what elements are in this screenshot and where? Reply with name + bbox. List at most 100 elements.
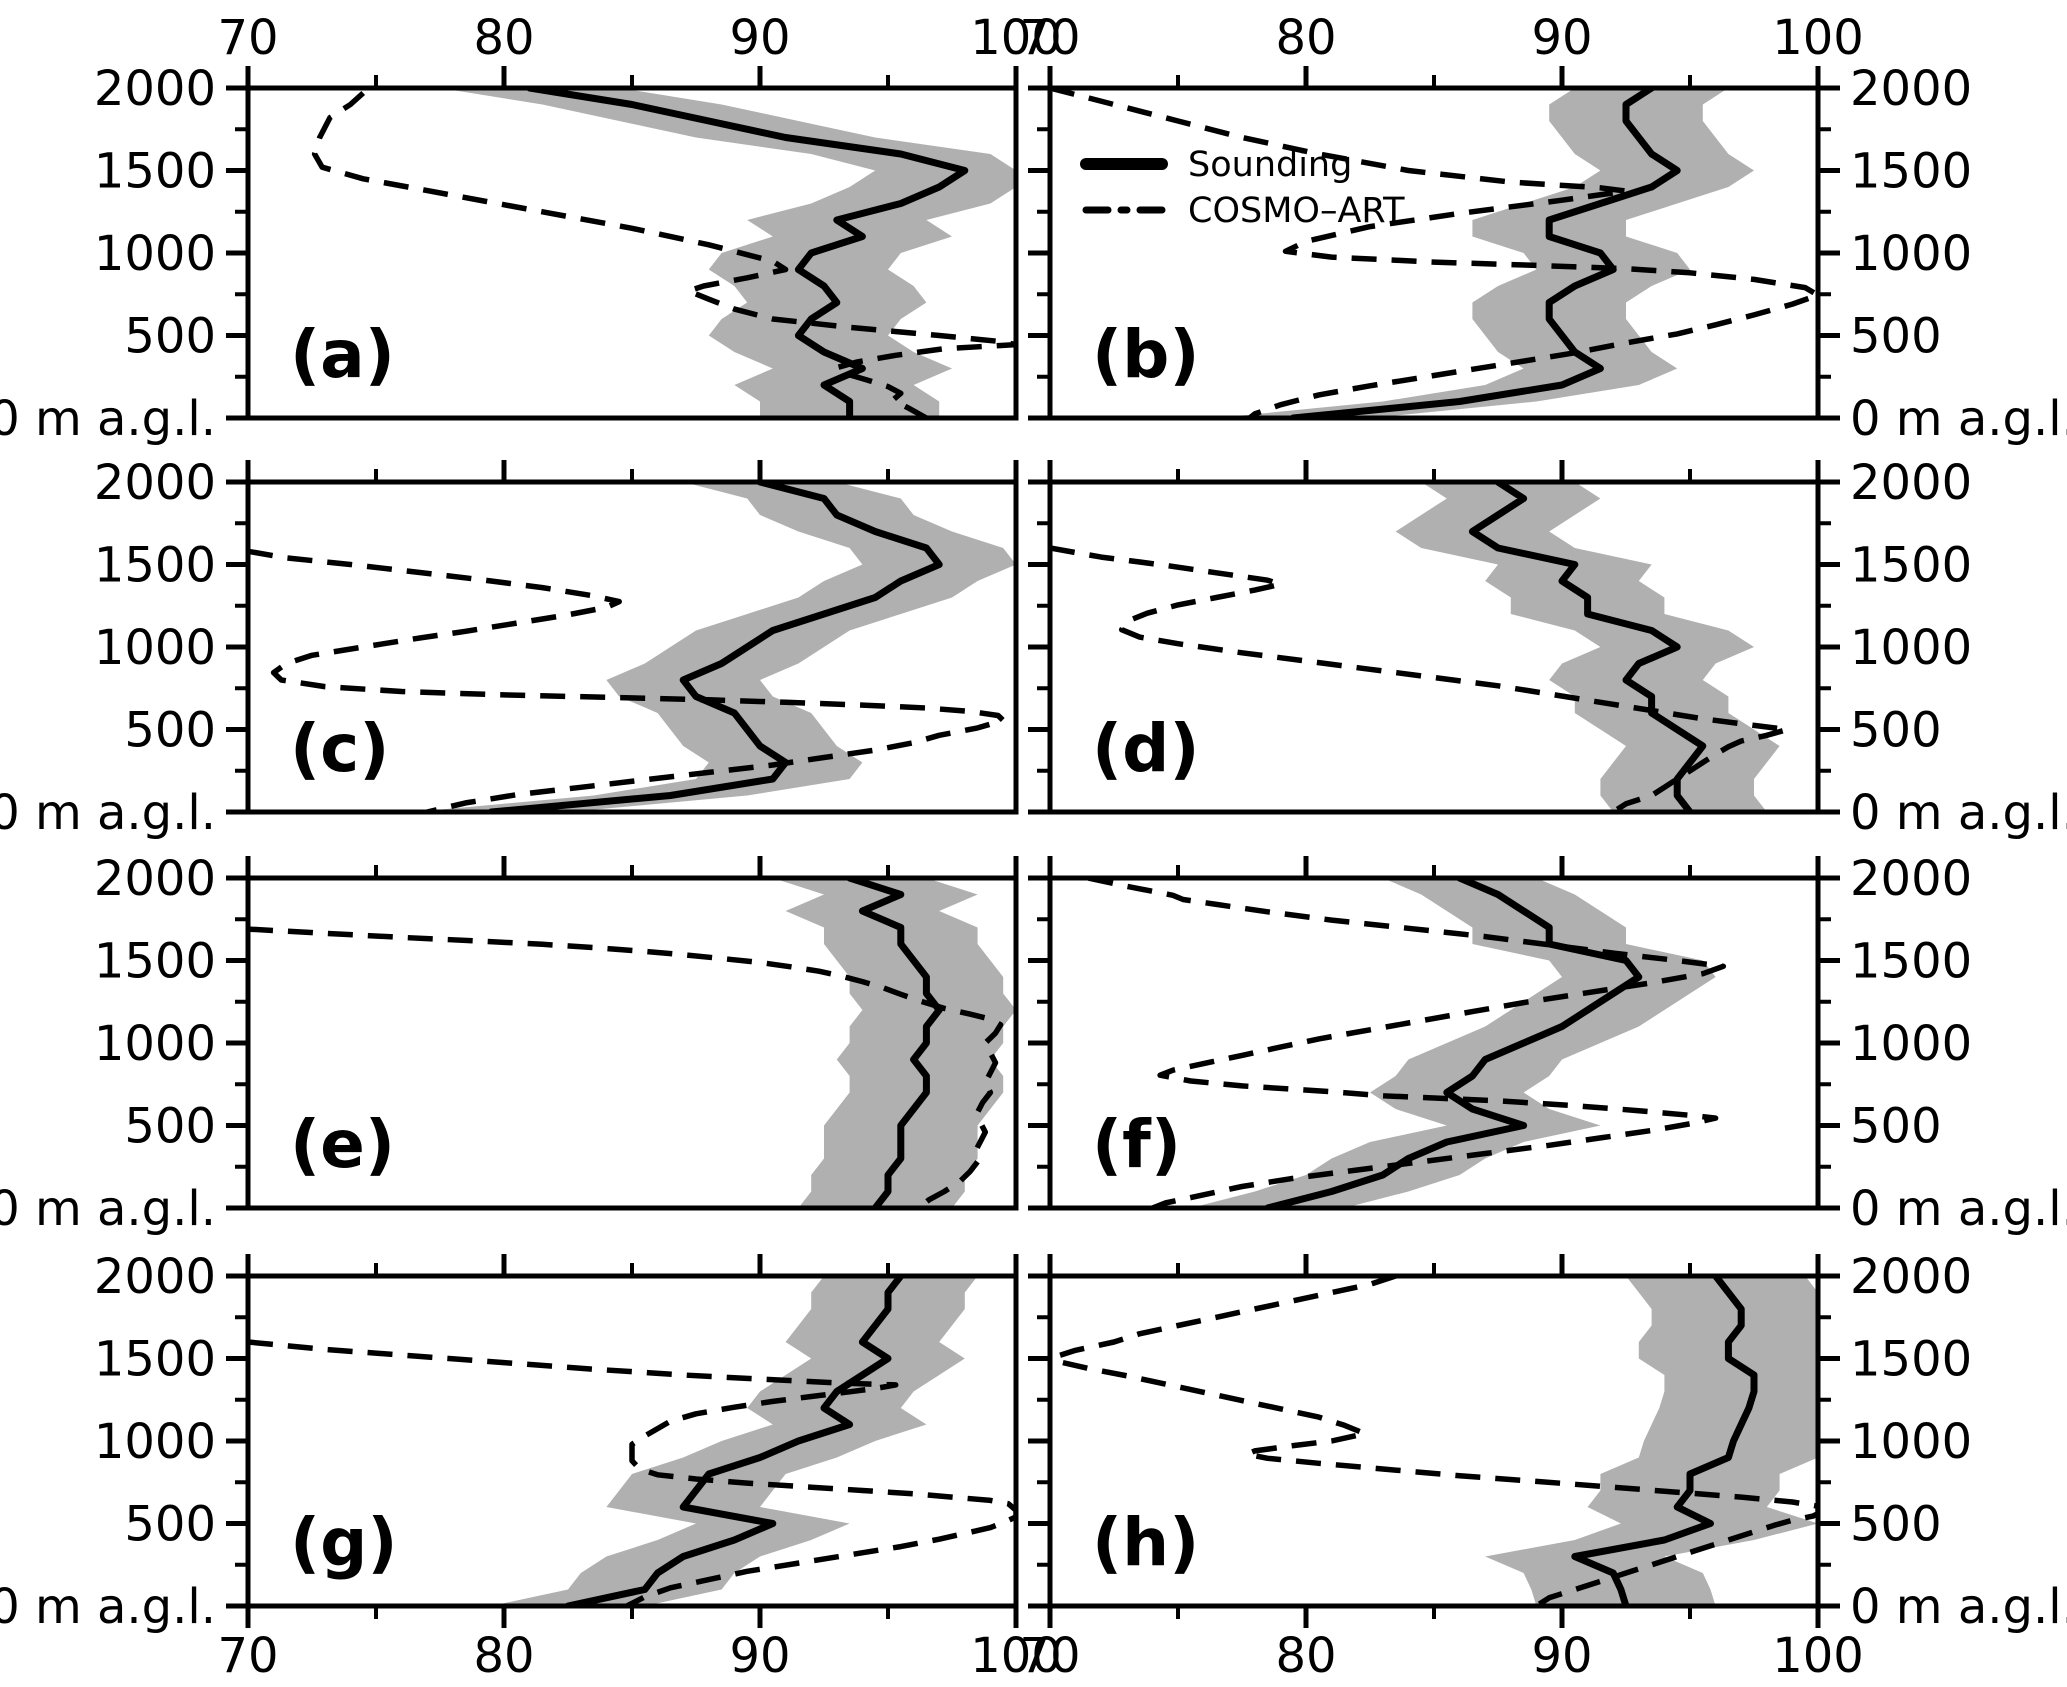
y-tick-label: 0 m a.g.l. [1850, 391, 2067, 447]
y-tick-label: 2000 [1850, 61, 1972, 117]
cosmo-art-line [1087, 878, 1727, 1208]
axes-frame [245, 875, 1019, 1211]
sounding-line [1571, 1276, 1758, 1606]
tick-labels: 2000 1500 1000 500 0 m a.g.l. [0, 851, 216, 1237]
x-tick-label: 100 [1772, 1628, 1864, 1684]
x-tick-label: 90 [1531, 10, 1592, 66]
sounding-line [1264, 878, 1643, 1208]
y-tick-label: 0 m a.g.l. [1850, 1181, 2067, 1237]
cosmo-art-line [311, 90, 1016, 418]
sounding-line [1468, 482, 1707, 812]
y-tick-label: 0 m a.g.l. [1850, 1579, 2067, 1635]
panel-a: 70 80 90 100 2000 1500 1000 500 0 m a.g.l. (a) [0, 10, 1062, 447]
y-tick-label: 1000 [1850, 1016, 1972, 1072]
uncertainty-band [414, 482, 1016, 812]
sounding-line [846, 878, 943, 1208]
axis-ticks [1028, 460, 1840, 815]
y-tick-label: 1000 [94, 1016, 216, 1072]
x-tick-label: 80 [1275, 10, 1336, 66]
y-tick-label: 500 [1850, 703, 1942, 759]
uncertainty-band [772, 878, 1016, 1208]
sounding-line [564, 1276, 905, 1606]
y-tick-label: 500 [1850, 1497, 1942, 1553]
axes-frame [1047, 85, 1821, 421]
x-tick-label: 90 [729, 10, 790, 66]
y-tick-label: 1500 [94, 144, 216, 200]
cosmo-art-line [1050, 545, 1791, 812]
y-tick-label: 2000 [94, 455, 216, 511]
x-tick-label: 80 [473, 1628, 534, 1684]
y-tick-label: 2000 [1850, 455, 1972, 511]
x-tick-label: 90 [729, 1628, 790, 1684]
legend-sounding-label: Sounding [1188, 145, 1352, 185]
y-tick-label: 500 [124, 309, 216, 365]
x-tick-label: 100 [1772, 10, 1864, 66]
axes-frame [245, 479, 1019, 815]
y-tick-label: 2000 [1850, 1249, 1972, 1305]
panel-label: (h) [1092, 1504, 1199, 1581]
legend: Sounding COSMO–ART [1080, 145, 1405, 231]
x-tick-label: 70 [1019, 1628, 1080, 1684]
y-tick-label: 500 [1850, 309, 1942, 365]
y-tick-label: 0 m a.g.l. [0, 1579, 216, 1635]
y-tick-label: 1500 [94, 1332, 216, 1388]
y-tick-label: 0 m a.g.l. [0, 785, 216, 841]
legend-cosmo-art-label: COSMO–ART [1188, 191, 1405, 231]
y-tick-label: 1000 [94, 620, 216, 676]
y-tick-label: 1500 [94, 934, 216, 990]
uncertainty-band [1190, 878, 1716, 1208]
y-tick-label: 0 m a.g.l. [0, 391, 216, 447]
y-tick-label: 500 [124, 1099, 216, 1155]
axes-frame [245, 1273, 1019, 1609]
x-tick-label: 70 [217, 10, 278, 66]
y-tick-label: 1000 [1850, 226, 1972, 282]
panel-c: 2000 1500 1000 500 0 m a.g.l. (c) [0, 455, 1019, 841]
panel-h: 70 80 90 100 2000 1500 1000 500 0 m a.g.l. (h) [1019, 1249, 2067, 1684]
cosmo-art-line [1052, 1276, 1818, 1606]
x-tick-label: 100 [970, 1628, 1062, 1684]
y-tick-label: 500 [1850, 1099, 1942, 1155]
panel-label: (c) [290, 710, 389, 787]
uncertainty-band [1216, 88, 1754, 418]
panel-label: (d) [1092, 710, 1200, 787]
panel-label: (b) [1092, 316, 1200, 393]
cosmo-art-line [1050, 88, 1818, 418]
tick-labels: 2000 1500 1000 500 0 m a.g.l. [1850, 851, 2067, 1237]
x-tick-label: 90 [1531, 1628, 1592, 1684]
tick-labels: 2000 1500 1000 500 0 m a.g.l. [1850, 455, 2067, 841]
x-tick-label: 80 [1275, 1628, 1336, 1684]
y-tick-label: 2000 [94, 851, 216, 907]
cosmo-art-line [248, 1339, 1016, 1606]
y-tick-label: 1000 [1850, 1414, 1972, 1470]
x-tick-label: 80 [473, 10, 534, 66]
panel-label: (a) [290, 316, 395, 393]
y-tick-label: 1500 [1850, 934, 1972, 990]
sounding-line [1289, 88, 1681, 418]
y-tick-label: 1500 [1850, 538, 1972, 594]
panel-e: 2000 1500 1000 500 0 m a.g.l. (e) [0, 851, 1019, 1237]
panel-label: (g) [290, 1504, 398, 1581]
cosmo-art-line [248, 548, 1006, 812]
axes-frame [1047, 479, 1821, 815]
y-tick-label: 1000 [1850, 620, 1972, 676]
y-tick-label: 1000 [94, 226, 216, 282]
axis-ticks [226, 856, 1019, 1211]
y-tick-label: 0 m a.g.l. [0, 1181, 216, 1237]
x-tick-label: 70 [1019, 10, 1080, 66]
panel-label: (f) [1092, 1106, 1181, 1183]
y-tick-label: 500 [124, 703, 216, 759]
panel-d: 2000 1500 1000 500 0 m a.g.l. (d) [1028, 455, 2067, 841]
y-tick-label: 1000 [94, 1414, 216, 1470]
panel-g: 70 80 90 100 2000 1500 1000 500 0 m a.g.l. (g) [0, 1249, 1062, 1684]
panel-label: (e) [290, 1106, 395, 1183]
tick-labels: 2000 1500 1000 500 0 m a.g.l. [0, 455, 216, 841]
panel-f: 2000 1500 1000 500 0 m a.g.l. (f) [1028, 851, 2067, 1237]
y-tick-label: 2000 [1850, 851, 1972, 907]
